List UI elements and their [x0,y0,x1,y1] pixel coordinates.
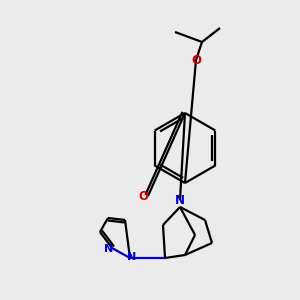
Text: O: O [138,190,148,202]
Text: N: N [128,252,136,262]
Text: O: O [191,53,201,67]
Text: N: N [104,244,114,254]
Text: N: N [175,194,185,206]
